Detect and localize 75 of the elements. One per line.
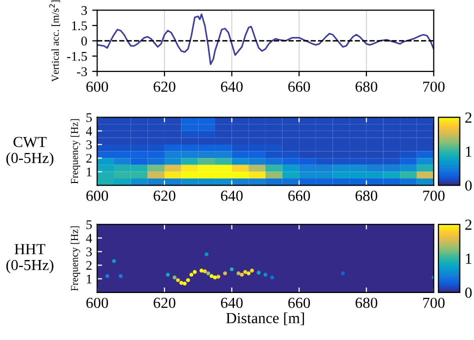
y-tick-label: 5 [86,220,92,230]
x-tick-label: 640 [220,298,243,308]
x-tick-label: 600 [86,82,108,92]
x-tick-label: 680 [356,82,378,92]
x-tick-label: 660 [288,82,310,92]
x-tick-label: 620 [154,82,176,92]
point [204,252,209,256]
y-tick-label: 0 [81,36,87,46]
x-tick-label: 600 [86,298,108,308]
point [182,282,187,286]
y-tick-label: 3 [86,247,92,256]
color-bar-label: 1 [466,254,472,264]
point [118,274,123,278]
color-bar-label: 2 [465,220,472,230]
point [166,272,170,277]
y-tick-label: 5 [86,113,92,122]
x-tick-label: 680 [356,298,378,308]
point [192,270,197,274]
point [210,274,214,278]
y-tick-label: 2 [86,261,92,270]
x-tick-label: 660 [288,298,310,308]
y-tick-label: 1.5 [72,21,87,30]
point [176,278,180,282]
point [189,272,194,277]
x-tick-label: 640 [220,190,243,201]
point [236,271,240,276]
color-bar-label: 1 [466,146,472,157]
x-tick-label: 700 [423,298,445,308]
color-bar-label: 2 [465,112,472,123]
y-tick-label: 4 [86,234,92,243]
point [172,275,177,280]
point [240,272,244,277]
point [270,275,274,280]
y-tick-label: 3 [86,140,92,150]
x-tick-label: 640 [220,82,243,92]
point [202,269,207,274]
y-tick-label: 3 [81,6,87,15]
text: HHT (0-5Hz) [6,244,54,274]
x-tick-label: 700 [423,190,445,201]
point [223,271,228,276]
x-tick-label: 660 [288,190,310,201]
color-bar-label: 0 [465,180,472,191]
y-tick-label: -1.5 [67,52,87,61]
y-tick-label: 4 [86,126,92,136]
y-tick-label: 1 [86,274,92,284]
point [243,270,248,274]
x-tick-label: 600 [86,190,108,201]
x-tick-label: 620 [154,190,176,201]
y-axis-title: Frequency [Hz] [70,226,80,291]
text: CWT (0-5Hz) [6,136,54,166]
point [250,268,254,273]
x-tick-label: 680 [356,190,378,201]
point [212,275,217,280]
y-tick-label: -3 [76,67,87,76]
point [200,268,204,273]
line-series [97,14,434,66]
color-bar-label: 0 [465,288,472,298]
y-axis-title: Vertical acc. [m/s$^{2}$] [49,0,60,82]
point [112,259,116,264]
point [186,278,190,282]
x-tick-label: 700 [423,82,445,92]
x-tick-label: 620 [154,298,176,308]
point [263,272,268,277]
y-tick-label: 2 [86,154,92,163]
point [179,280,184,285]
x-axis-title: Distance [m] [226,312,304,326]
point [105,274,110,278]
point [230,267,234,272]
point [206,271,210,276]
y-tick-label: 1 [86,168,92,176]
y-axis-title: Frequency [Hz] [70,119,80,184]
point [256,270,261,275]
point [216,274,220,279]
point [340,271,345,276]
point [246,271,251,276]
